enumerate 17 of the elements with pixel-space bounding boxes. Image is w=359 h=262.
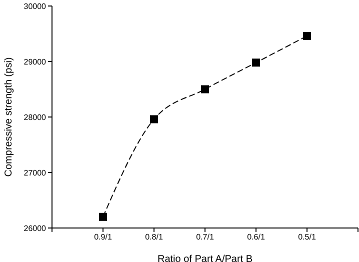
- point: [99, 212, 107, 221]
- x-tick-label: 0.8/1: [145, 232, 164, 242]
- point: [201, 85, 209, 94]
- y-tick-label: 26000: [24, 224, 47, 233]
- x-tick-label: 0.7/1: [196, 232, 214, 242]
- x-tick-label: 0.6/1: [247, 232, 266, 242]
- x-axis-title: Ratio of Part A/Part B: [157, 254, 253, 262]
- y-tick-label: 27000: [24, 168, 47, 178]
- y-tick-label: 30000: [24, 2, 47, 11]
- point: [252, 58, 260, 67]
- y-tick-label: 29000: [24, 57, 47, 66]
- x-tick-label: 0.5/1: [298, 232, 316, 242]
- y-tick-label: 28000: [24, 112, 47, 122]
- y-axis-title: Compressive strength (psi): [4, 57, 15, 177]
- point: [150, 115, 158, 124]
- x-tick-label: 0.9/1: [94, 232, 112, 242]
- point: [303, 32, 311, 40]
